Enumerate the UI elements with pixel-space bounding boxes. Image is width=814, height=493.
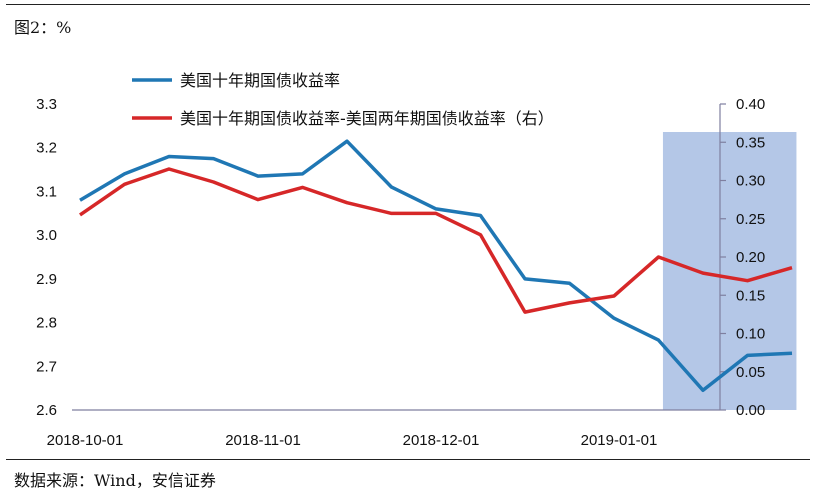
- left-y-tick-label: 3.3: [36, 96, 57, 113]
- right-y-tick-label: 0.30: [736, 173, 765, 190]
- left-y-tick-label: 2.6: [36, 402, 57, 419]
- right-y-tick-label: 0.40: [736, 96, 765, 113]
- left-y-tick-label: 3.1: [36, 183, 57, 200]
- left-y-tick-label: 2.8: [36, 315, 57, 332]
- x-tick-label: 2018-10-01: [47, 432, 124, 449]
- source-note: 数据来源：Wind，安信证券: [14, 471, 216, 490]
- bottom-rule: [6, 459, 810, 460]
- axes: 2.6 2.7 2.8 2.9 3.0 3.1 3.2 3.3 0.00 0.05 0.10 0.15…: [36, 96, 765, 449]
- series-line-2: [79, 167, 793, 314]
- left-y-tick-label: 2.9: [36, 271, 57, 288]
- right-y-tick-label: 0.35: [736, 134, 765, 151]
- right-y-tick-label: 0.20: [736, 249, 765, 266]
- x-tick-label: 2018-11-01: [225, 432, 301, 449]
- top-rule: [6, 4, 810, 5]
- figure-title: 图2：%: [14, 18, 72, 37]
- legend-label-2: 美国十年期国债收益率-美国两年期国债收益率（右）: [180, 109, 554, 128]
- x-tick-label: 2019-01-01: [581, 432, 658, 449]
- left-y-tick-label: 3.0: [36, 227, 57, 244]
- series-line-1: [79, 139, 793, 393]
- x-tick-label: 2018-12-01: [403, 432, 480, 449]
- right-y-tick-label: 0.00: [736, 402, 765, 419]
- right-y-tick-label: 0.25: [736, 211, 765, 228]
- line-chart: 2.6 2.7 2.8 2.9 3.0 3.1 3.2 3.3 0.00 0.05 0.10 0.15…: [36, 71, 797, 449]
- highlight-region: [662, 132, 797, 410]
- right-y-tick-label: 0.10: [736, 326, 765, 343]
- left-y-tick-label: 3.2: [36, 140, 57, 157]
- legend-label-1: 美国十年期国债收益率: [180, 71, 340, 90]
- series-lines: [79, 139, 793, 393]
- right-y-tick-label: 0.15: [736, 287, 765, 304]
- left-y-tick-label: 2.7: [36, 358, 57, 375]
- right-y-tick-label: 0.05: [736, 364, 765, 381]
